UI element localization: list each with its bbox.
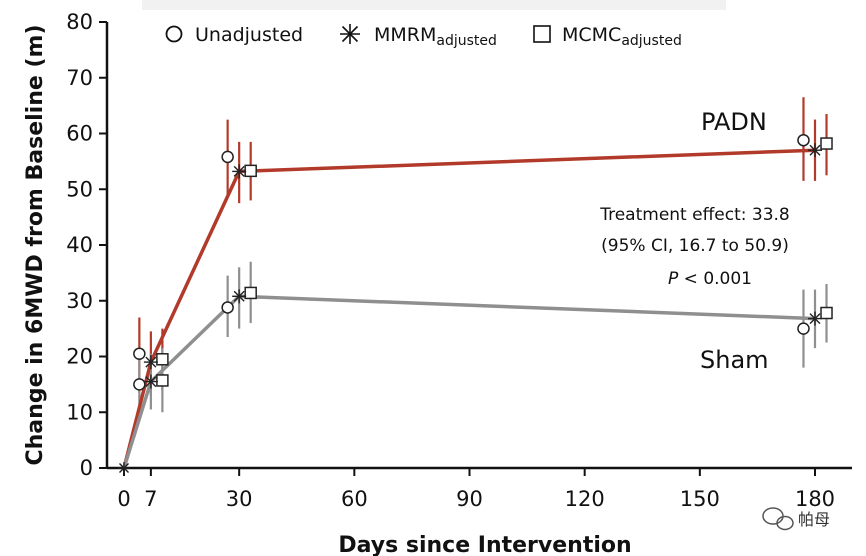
annotation-ci: (95% CI, 16.7 to 50.9)	[601, 236, 789, 256]
series-layer	[118, 97, 833, 474]
wechat-icon	[762, 507, 794, 531]
mcmc-point	[156, 353, 169, 366]
x-tick-label: 60	[341, 487, 368, 511]
unadjusted-point	[221, 150, 234, 164]
mcmc-point	[156, 374, 169, 387]
origin-point	[118, 462, 130, 474]
y-tick-label: 10	[66, 400, 93, 424]
x-axis: 0 7 30 60 90 120 150 180	[107, 466, 852, 511]
unadjusted-point	[221, 301, 234, 314]
series-label-sham: Sham	[700, 346, 769, 374]
watermark-text: 帕母	[798, 510, 830, 529]
unadjusted-point	[797, 133, 810, 147]
x-tick-label: 30	[226, 487, 253, 511]
x-tick-label: 180	[795, 487, 835, 511]
legend: Unadjusted MMRMadjusted MCMCadjusted	[165, 24, 682, 49]
unadjusted-point	[797, 322, 810, 335]
x-tick-label: 0	[117, 487, 130, 511]
mmrm-point	[808, 311, 822, 326]
legend-label-mmrm: MMRMadjusted	[374, 24, 497, 49]
mmrm-point	[143, 374, 158, 389]
mmrm-point	[232, 164, 247, 179]
legend-label-unadjusted: Unadjusted	[195, 24, 303, 46]
treatment-effect-annotation: Treatment effect: 33.8 (95% CI, 16.7 to …	[599, 205, 790, 289]
square-marker-icon	[533, 25, 551, 43]
x-tick-group: 0 7 30 60 90 120 150 180	[117, 468, 835, 511]
series-padn-markers	[133, 133, 833, 370]
legend-label-mcmc: MCMCadjusted	[562, 24, 682, 49]
unadjusted-point	[133, 378, 146, 391]
annotation-p-value: P < 0.001	[668, 269, 752, 289]
x-axis-title: Days since Intervention	[338, 533, 631, 556]
x-tick-label: 90	[456, 487, 483, 511]
legend-item-unadjusted: Unadjusted	[165, 24, 303, 46]
mmrm-point	[143, 355, 158, 370]
y-axis: 0 10 20 30 40 50 60 70 80	[66, 10, 109, 480]
legend-item-mmrm: MMRMadjusted	[340, 24, 497, 49]
y-tick-label: 20	[66, 345, 93, 369]
legend-item-mcmc: MCMCadjusted	[533, 24, 682, 49]
y-tick-label: 40	[66, 233, 93, 257]
mcmc-point	[244, 286, 257, 300]
y-axis-title: Change in 6MWD from Baseline (m)	[23, 25, 48, 466]
series-sham-markers	[133, 286, 833, 391]
y-tick-label: 60	[66, 122, 93, 146]
annotation-effect: Treatment effect: 33.8	[599, 205, 790, 225]
y-tick-label: 70	[66, 66, 93, 90]
y-tick-label: 50	[66, 177, 93, 201]
x-tick-label: 7	[144, 487, 157, 511]
mcmc-point	[820, 137, 833, 150]
y-tick-label: 80	[66, 10, 93, 34]
mcmc-point	[244, 164, 257, 178]
mmrm-point	[808, 143, 822, 158]
y-tick-label: 30	[66, 289, 93, 313]
unadjusted-point	[133, 347, 146, 360]
series-line-padn	[122, 148, 816, 469]
y-tick-group: 0 10 20 30 40 50 60 70 80	[66, 10, 107, 480]
mcmc-point	[820, 306, 833, 320]
series-label-padn: PADN	[701, 108, 767, 136]
circle-marker-icon	[165, 25, 183, 43]
asterisk-marker-icon	[340, 24, 360, 44]
top-band	[142, 0, 726, 10]
series-line-sham	[122, 294, 816, 469]
y-tick-label: 0	[80, 456, 93, 480]
mmrm-point	[232, 289, 247, 304]
x-tick-label: 150	[680, 487, 720, 511]
watermark: 帕母	[762, 507, 830, 531]
x-tick-label: 120	[565, 487, 605, 511]
